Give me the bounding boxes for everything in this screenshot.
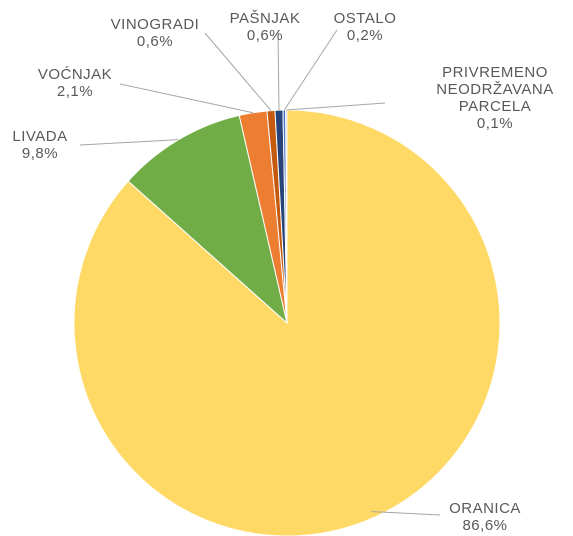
value-label: 0,6% [246, 27, 284, 44]
category-label: VOĆNJAK [37, 66, 113, 83]
data-label: LIVADA 9,8% [0, 128, 80, 162]
category-label: LIVADA [12, 128, 68, 145]
leader-line [204, 32, 272, 111]
category-label: OSTALO [333, 10, 397, 27]
data-label: VINOGRADI 0,6% [95, 16, 215, 50]
leader-line [277, 29, 280, 111]
value-label: 0,6% [136, 33, 174, 50]
pie-slice [127, 114, 288, 325]
category-label: ORANICA [449, 500, 521, 517]
leader-line [371, 511, 441, 516]
data-label: OSTALO 0,2% [325, 10, 405, 44]
data-label: ORANICA 86,6% [425, 500, 545, 534]
data-label: VOĆNJAK 2,1% [30, 66, 120, 100]
leader-line [283, 29, 338, 111]
value-label: 86,6% [462, 517, 508, 534]
category-label: PRIVREMENO NEODRŽAVANA PARCELA [436, 64, 554, 115]
leader-line [79, 139, 179, 146]
data-label: PRIVREMENO NEODRŽAVANA PARCELA 0,1% [420, 64, 570, 132]
value-label: 0,1% [476, 115, 514, 132]
value-label: 0,2% [346, 27, 384, 44]
leader-line [286, 102, 386, 111]
category-label: VINOGRADI [110, 16, 200, 33]
leader-line [119, 83, 254, 114]
value-label: 9,8% [21, 145, 59, 162]
pie-slice [73, 109, 501, 536]
category-label: PAŠNJAK [229, 10, 301, 27]
value-label: 2,1% [56, 83, 94, 100]
data-label: PAŠNJAK 0,6% [225, 10, 305, 44]
